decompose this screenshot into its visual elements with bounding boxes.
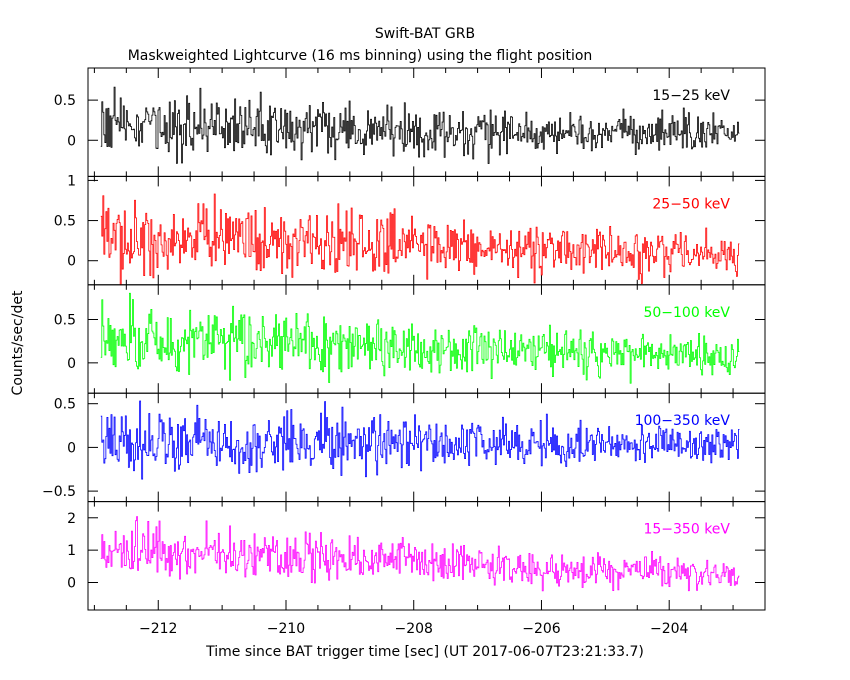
chart-subtitle: Maskweighted Lightcurve (16 ms binning) …: [128, 48, 593, 64]
x-tick-label-4: −204: [650, 621, 689, 637]
y-tick-label-2-0: 0: [67, 356, 76, 372]
x-axis-label: Time since BAT trigger time [sec] (UT 20…: [205, 644, 644, 660]
series-line-2: [100, 292, 740, 384]
panel-label-2: 50−100 keV: [643, 305, 730, 321]
series-line-1: [100, 193, 740, 286]
panel-label-4: 15−350 keV: [643, 522, 730, 538]
panel-frame-4: [87, 501, 766, 611]
y-tick-label-1-2: 1: [67, 173, 76, 189]
y-tick-label-0-1: 0.5: [54, 93, 76, 109]
series-line-3: [100, 400, 740, 480]
x-tick-label-2: −208: [394, 621, 432, 637]
y-tick-label-3-1: 0: [67, 440, 76, 456]
y-tick-label-4-2: 2: [67, 511, 76, 527]
y-tick-label-1-0: 0: [67, 254, 76, 270]
y-tick-label-1-1: 0.5: [54, 214, 76, 230]
chart-title: Swift-BAT GRB: [375, 26, 475, 42]
series-line-0: [100, 86, 740, 164]
y-tick-label-0-0: 0: [67, 133, 76, 149]
x-tick-label-1: −210: [267, 621, 305, 637]
y-tick-label-3-2: 0.5: [54, 397, 76, 413]
panel-label-0: 15−25 keV: [652, 88, 730, 104]
x-tick-label-3: −206: [522, 621, 561, 637]
x-tick-label-0: −212: [139, 621, 177, 637]
series-line-4: [100, 516, 740, 592]
y-tick-label-4-0: 0: [67, 575, 76, 591]
chart-panels: 0 0.5 15−25 keV 0 0.5 1 25−50 keV 0 0.5 50−100 ke…: [42, 67, 766, 637]
panel-label-3: 100−350 keV: [635, 413, 731, 429]
y-axis-label: Counts/sec/det: [10, 290, 26, 395]
panel-label-1: 25−50 keV: [652, 196, 730, 212]
y-tick-label-4-1: 1: [67, 543, 76, 559]
y-tick-label-3-0: −0.5: [42, 484, 76, 500]
y-tick-label-2-1: 0.5: [54, 312, 76, 328]
